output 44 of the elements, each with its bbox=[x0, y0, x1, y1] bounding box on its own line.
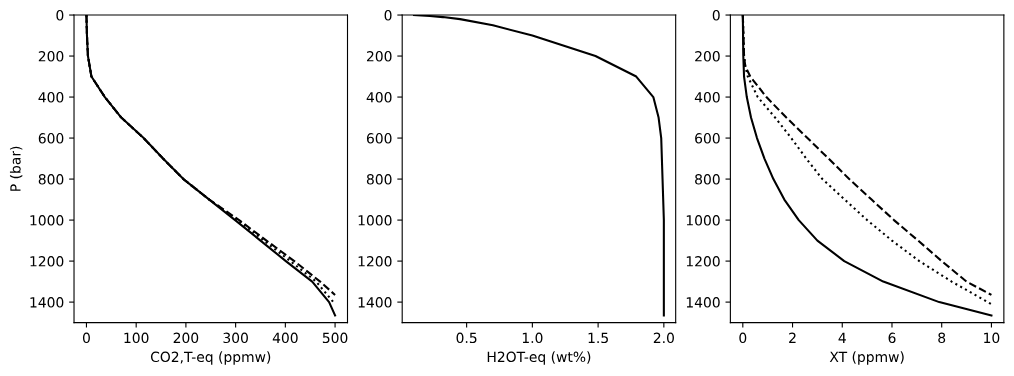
x-tick-label: 1.0 bbox=[522, 332, 543, 344]
y-tick-label: 1400 bbox=[686, 297, 720, 308]
x-tick-label: 4 bbox=[838, 332, 846, 343]
x-tick-label: 400 bbox=[272, 332, 298, 344]
y-tick-label: 1000 bbox=[358, 215, 392, 226]
y-tick-label: 200 bbox=[38, 51, 64, 62]
y-tick-label: 0 bbox=[384, 10, 392, 21]
y-tick-label: 1200 bbox=[358, 256, 392, 267]
y-tick-label: 400 bbox=[38, 92, 64, 103]
x-tick-label: 0 bbox=[739, 332, 747, 344]
y-tick-label: 1400 bbox=[358, 297, 392, 308]
y-tick-label: 1000 bbox=[30, 215, 64, 226]
x-tick-label: 8 bbox=[938, 332, 946, 344]
y-tick-label: 1200 bbox=[686, 256, 720, 267]
y-tick-label: 200 bbox=[695, 51, 720, 62]
y-tick-label: 200 bbox=[366, 51, 392, 62]
x-tick-label: 6 bbox=[888, 332, 896, 344]
x-tick-label: 0 bbox=[82, 332, 90, 344]
x-tick-label: 10 bbox=[984, 332, 1000, 344]
x-axis-title: H2OT-eq (wt%) bbox=[487, 351, 591, 365]
x-tick-label: 1.5 bbox=[588, 332, 608, 344]
y-tick-label: 600 bbox=[366, 133, 392, 144]
y-axis-title: P (bar) bbox=[9, 146, 23, 191]
y-tick-label: 400 bbox=[366, 92, 392, 103]
x-tick-label: 2 bbox=[789, 332, 796, 343]
y-tick-label: 1000 bbox=[686, 215, 720, 226]
x-tick-label: 0.5 bbox=[456, 332, 477, 344]
y-tick-label: 600 bbox=[38, 133, 64, 144]
x-tick-label: 500 bbox=[322, 332, 348, 344]
y-tick-label: 0 bbox=[56, 10, 64, 21]
y-tick-label: 0 bbox=[712, 10, 720, 21]
y-tick-label: 800 bbox=[695, 174, 720, 185]
x-axis-title: CO2,T-eq (ppmw) bbox=[150, 351, 271, 365]
y-tick-label: 1200 bbox=[30, 256, 64, 267]
x-axis-title: XT (ppmw) bbox=[829, 351, 904, 365]
y-tick-label: 400 bbox=[694, 92, 720, 103]
x-tick-label: 300 bbox=[223, 332, 248, 344]
x-tick-label: 100 bbox=[124, 332, 149, 344]
x-tick-label: 200 bbox=[173, 332, 199, 344]
y-tick-label: 1400 bbox=[30, 297, 64, 308]
x-tick-label: 2.0 bbox=[653, 332, 674, 344]
y-tick-label: 800 bbox=[38, 174, 64, 185]
y-tick-label: 800 bbox=[366, 174, 392, 185]
y-tick-label: 600 bbox=[695, 133, 720, 144]
